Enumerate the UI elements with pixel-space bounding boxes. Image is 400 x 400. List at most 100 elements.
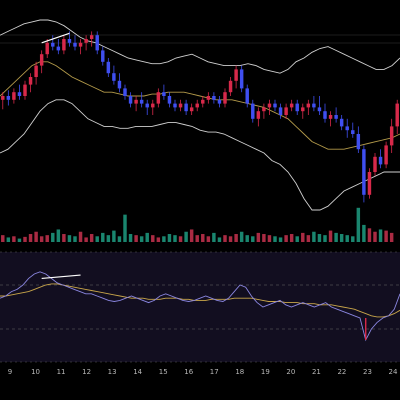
candle bbox=[28, 73, 33, 93]
candle-body bbox=[117, 80, 122, 89]
x-tick-label: 16 bbox=[184, 368, 193, 376]
volume-bar bbox=[328, 230, 333, 242]
candle-body bbox=[345, 126, 349, 131]
volume-bar bbox=[167, 234, 172, 242]
volume-bar bbox=[389, 232, 394, 242]
candle bbox=[395, 99, 399, 134]
volume-bar bbox=[345, 235, 349, 242]
x-tick-label: 20 bbox=[286, 368, 295, 376]
candle bbox=[345, 118, 349, 138]
candle-body bbox=[56, 46, 61, 51]
volume-bar bbox=[217, 237, 222, 242]
candle-body bbox=[156, 92, 161, 104]
candle-body bbox=[23, 84, 27, 96]
volume-bar bbox=[312, 231, 316, 242]
candle bbox=[12, 88, 16, 104]
volume-bar bbox=[123, 214, 127, 242]
price-panel bbox=[0, 19, 400, 211]
candle bbox=[162, 84, 166, 100]
x-axis: 9 10 11 12 13 14 15 16 17 18 19 20 21 22 23 24 bbox=[8, 368, 398, 376]
volume-bar bbox=[45, 235, 49, 242]
volume-bar bbox=[301, 232, 305, 242]
volume-bar bbox=[106, 235, 111, 242]
volume-bar bbox=[334, 232, 338, 242]
candle bbox=[106, 58, 111, 77]
candle-body bbox=[312, 103, 316, 108]
candle-body bbox=[78, 42, 83, 47]
volume-bar bbox=[23, 236, 27, 242]
candle-body bbox=[351, 130, 355, 134]
candle bbox=[351, 122, 355, 138]
candle bbox=[373, 153, 377, 176]
x-tick-label: 12 bbox=[82, 368, 91, 376]
volume-bar bbox=[317, 234, 322, 242]
volume-bar bbox=[356, 207, 361, 242]
volume-bar bbox=[367, 228, 372, 242]
volume-bar bbox=[306, 235, 311, 242]
candle bbox=[62, 35, 66, 55]
candle-body bbox=[273, 103, 277, 108]
candle-body bbox=[373, 156, 377, 172]
volume-bar bbox=[256, 232, 261, 242]
volume-bar bbox=[39, 236, 44, 242]
volume-bar bbox=[278, 237, 283, 242]
candle-body bbox=[173, 103, 177, 108]
rsi-panel bbox=[0, 251, 400, 363]
candle-body bbox=[95, 35, 99, 51]
volume-bar bbox=[267, 235, 272, 242]
candle bbox=[245, 84, 249, 108]
candle-body bbox=[206, 96, 211, 100]
candle-body bbox=[317, 107, 322, 112]
candle bbox=[367, 168, 372, 199]
candle bbox=[73, 35, 77, 51]
volume-bar bbox=[273, 236, 277, 242]
candle-body bbox=[39, 54, 44, 66]
candle-body bbox=[101, 50, 105, 62]
candle-body bbox=[128, 96, 133, 104]
volume-bar bbox=[295, 236, 299, 242]
candle bbox=[17, 84, 22, 100]
candle-body bbox=[384, 145, 388, 165]
candle-body bbox=[134, 99, 138, 104]
volume-bar bbox=[73, 236, 77, 242]
candle-body bbox=[223, 92, 227, 104]
candle bbox=[228, 77, 233, 96]
volume-bar bbox=[239, 231, 244, 242]
candle-body bbox=[267, 103, 272, 108]
volume-bar bbox=[134, 235, 138, 242]
candle bbox=[284, 103, 288, 119]
candle bbox=[134, 96, 138, 112]
candle bbox=[317, 96, 322, 115]
candle-body bbox=[256, 111, 261, 119]
candle-body bbox=[145, 103, 149, 108]
candle bbox=[167, 92, 172, 108]
candle bbox=[223, 88, 227, 108]
candle-body bbox=[251, 103, 255, 119]
candle-body bbox=[306, 103, 311, 108]
volume-bar bbox=[117, 236, 122, 242]
x-tick-label: 18 bbox=[235, 368, 244, 376]
candle-body bbox=[123, 88, 127, 96]
candle bbox=[84, 35, 88, 51]
volume-bar bbox=[178, 236, 183, 242]
candle-body bbox=[162, 92, 166, 96]
candle-body bbox=[289, 103, 294, 108]
volume-bar bbox=[6, 237, 11, 242]
candle bbox=[389, 118, 394, 153]
volume-bar bbox=[139, 236, 144, 242]
candle bbox=[95, 31, 99, 55]
candle bbox=[89, 31, 94, 47]
candle bbox=[306, 99, 311, 115]
x-tick-label: 19 bbox=[261, 368, 270, 376]
x-tick-label: 10 bbox=[31, 368, 40, 376]
volume-bar bbox=[101, 232, 105, 242]
candle-body bbox=[167, 96, 172, 104]
rsi-background bbox=[0, 252, 400, 362]
candle bbox=[278, 103, 283, 119]
volume-bar bbox=[201, 234, 205, 242]
candle-body bbox=[295, 103, 299, 112]
volume-bar bbox=[28, 234, 33, 242]
candle-body bbox=[17, 92, 22, 96]
candle-body bbox=[334, 115, 338, 119]
